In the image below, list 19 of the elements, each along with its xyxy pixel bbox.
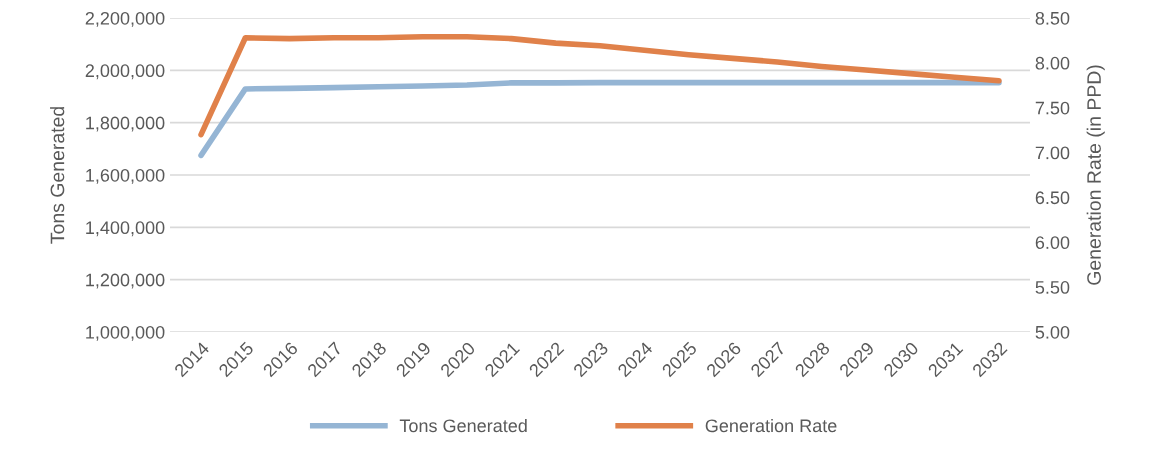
y2-tick-label: 8.00	[1035, 56, 1070, 70]
legend-label: Generation Rate	[705, 418, 837, 433]
y-tick-label: 1,000,000	[86, 325, 165, 341]
y2-tick-label: 7.50	[1035, 101, 1070, 115]
y2-tick-label: 6.00	[1035, 236, 1070, 250]
y-tick-label: 1,200,000	[86, 273, 165, 289]
y-axis-title: Tons Generated	[50, 107, 65, 244]
y2-tick-label: 8.50	[1035, 11, 1070, 25]
y-tick-label: 1,600,000	[86, 168, 165, 184]
y-tick-label: 1,800,000	[86, 116, 165, 132]
y2-tick-label: 5.50	[1035, 281, 1070, 294]
legend-label: Tons Generated	[399, 418, 527, 433]
y2-tick-label: 7.00	[1035, 146, 1070, 160]
y2-axis-title: Generation Rate (in PPD)	[1086, 65, 1105, 285]
y2-tick-label: 5.00	[1035, 325, 1070, 339]
y-tick-label: 1,400,000	[86, 221, 165, 237]
y-tick-label: 2,000,000	[85, 64, 165, 80]
y2-tick-label: 6.50	[1035, 191, 1070, 205]
y-tick-label: 2,200,000	[85, 11, 165, 27]
